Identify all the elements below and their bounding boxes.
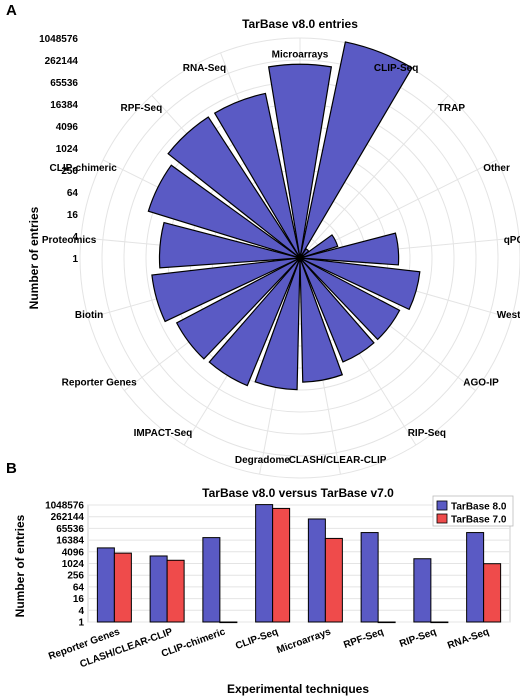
polar-bar [167,116,301,259]
bar-chart-xlabel: Experimental techniques [227,682,369,696]
bar-tarbase8 [202,537,221,623]
bar-tarbase7 [219,621,238,624]
bar-tarbase7 [430,621,449,624]
bar-x-tick-label: CLIP-Seq [234,626,280,652]
bar-x-tick-label: Microarrays [275,626,332,656]
polar-category-label: Other [483,163,510,174]
polar-category-label: RNA-Seq [183,63,226,74]
polar-y-tick-label: 64 [67,188,79,199]
polar-bar [299,257,401,341]
polar-bar [299,257,375,363]
bar-marks [96,504,502,624]
polar-bar [267,63,333,259]
bar-y-tick-label: 262144 [51,512,85,523]
polar-category-label: qPCR [504,235,520,246]
grouped-bar-chart: TarBase v8.0 versus TarBase v7.0 Number … [13,486,514,696]
bar-y-tick-label: 256 [67,571,84,582]
polar-category-label: Degradome [235,455,290,466]
polar-y-tick-label: 256 [61,166,78,177]
polar-category-label: Microarrays [272,49,329,60]
bar-x-tick-label: RNA-Seq [446,626,490,651]
polar-bar [147,164,301,259]
bar-tarbase8 [413,558,432,623]
panel-a-letter: A [6,2,17,19]
polar-tick-labels: 1 4 16 64 256 1024 4096 16384 65536 262144 1048576 [39,34,78,265]
bar-tarbase8 [466,532,485,623]
bar-tarbase8 [96,547,115,623]
polar-bar [158,221,301,269]
bar-x-tick-label: RIP-Seq [398,626,438,649]
polar-category-label: Western Blot [497,310,520,321]
bar-chart-title: TarBase v8.0 versus TarBase v7.0 [202,486,394,500]
polar-category-label: TRAP [438,103,466,114]
bar-x-tick-label: RPF-Seq [342,626,385,651]
polar-category-label: Reporter Genes [62,377,137,388]
polar-category-label: RPF-Seq [121,103,163,114]
polar-bar [213,92,301,259]
polar-y-tick-label: 262144 [45,56,79,67]
bar-y-tick-label: 16384 [56,536,84,547]
bar-y-tick-label: 4096 [62,547,85,558]
polar-y-tick-label: 1 [72,254,78,265]
bar-tarbase8 [255,504,274,623]
legend-swatch [436,500,448,511]
polar-y-tick-label: 4096 [56,122,79,133]
polar-category-label: CLIP-chimeric [50,163,118,174]
panel-b-letter: B [6,460,17,477]
polar-y-tick-label: 16384 [50,100,78,111]
bar-tarbase7 [324,537,343,623]
bar-y-tick-label: 65536 [56,524,84,535]
bar-tarbase7 [483,563,502,623]
polar-category-labels: Microarrays CLIP-Seq TRAP Other qPCR Western … [42,49,520,466]
polar-bars [147,41,421,391]
polar-chart-title: TarBase v8.0 entries [242,17,358,31]
polar-y-tick-label: 65536 [50,78,78,89]
bar-legend: TarBase 8.0 TarBase 7.0 [432,495,514,527]
bar-tarbase7 [113,552,132,623]
polar-category-label: CLIP-Seq [374,63,418,74]
bar-tarbase7 [272,507,291,623]
bar-x-tick-label: CLASH/CLEAR-CLIP [78,626,174,670]
polar-bar [299,257,421,311]
polar-chart: TarBase v8.0 entries Number of entries 1… [27,17,520,479]
polar-bar [299,257,344,383]
polar-category-label: CLASH/CLEAR-CLIP [289,455,387,466]
legend-label: TarBase 8.0 [451,502,507,513]
polar-bar [299,232,400,266]
bar-y-tick-label: 1 [78,618,84,629]
polar-category-label: AGO-IP [463,377,499,388]
polar-y-tick-label: 4 [72,232,78,243]
polar-bar [175,257,301,360]
bar-tarbase8 [360,532,379,623]
bar-x-tick-labels: Reporter GenesCLASH/CLEAR-CLIPCLIP-chime… [47,626,490,670]
polar-bar [299,234,339,259]
polar-y-tick-label: 1024 [56,144,79,155]
bar-chart-ylabel: Number of entries [13,514,27,617]
bar-tarbase7 [166,559,185,623]
polar-gridline-spoke [299,95,449,259]
bar-tarbase8 [307,518,326,623]
polar-category-label: Proteomics [42,235,97,246]
bar-y-tick-label: 1024 [62,559,85,570]
polar-y-tick-label: 16 [67,210,79,221]
bar-y-tick-label: 64 [73,582,85,593]
polar-bar [299,41,413,259]
bar-y-tick-label: 4 [78,606,84,617]
polar-category-label: RIP-Seq [408,428,446,439]
bar-y-tick-label: 16 [73,594,85,605]
polar-chart-ylabel: Number of entries [27,206,41,309]
legend-swatch [436,513,448,524]
polar-bar [151,257,301,323]
bar-y-tick-label: 1048576 [45,501,84,512]
bar-tarbase8 [149,555,168,623]
legend-label: TarBase 7.0 [451,515,507,526]
polar-y-tick-label: 1048576 [39,34,78,45]
polar-category-label: IMPACT-Seq [134,428,193,439]
polar-bar [254,257,301,391]
polar-category-label: Biotin [75,310,103,321]
polar-bar [208,257,301,387]
bar-tarbase7 [377,621,396,624]
